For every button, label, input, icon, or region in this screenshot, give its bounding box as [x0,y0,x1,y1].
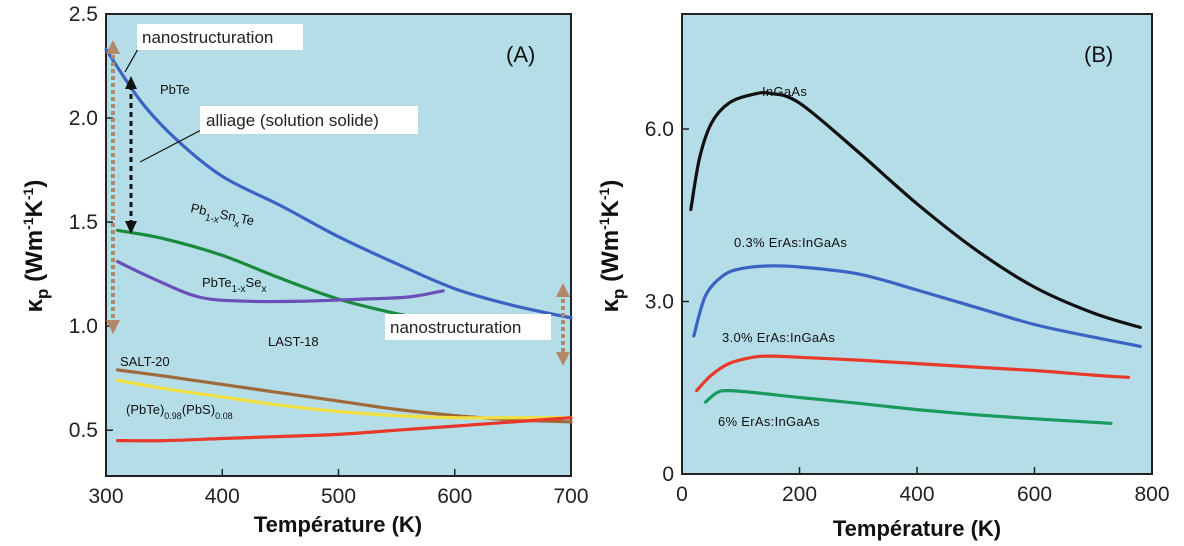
panel-a-y-tick-label: 2.5 [69,3,98,26]
panel-a-series-line-4 [116,378,573,420]
annotation-box [200,106,418,134]
panel-b-x-tick-label: 200 [782,483,817,506]
panel-a-y-tick-label: 1.5 [69,211,98,234]
panel-b-x-tick-label: 0 [676,483,688,506]
label-pbtese-sub1: 1-x [232,284,246,295]
panel-a-series-line-5 [116,416,573,443]
panel-a-y-tick-label: 2.0 [69,107,98,130]
panel-b-x-axis-label: Température (K) [833,516,1001,541]
panel-b-x-tick-label: 600 [1017,483,1052,506]
panel-a-series [104,47,573,443]
label-pbte: PbTe [160,82,190,97]
annotation-box [385,314,551,340]
arrow-head-icon [106,320,120,334]
panel-b-y-tick-label: 0 [662,463,674,486]
panel-b-series-line-3 [703,388,1113,425]
label-pbs-sub2: 0.08 [215,411,233,421]
panel-a-x-tick-label: 400 [205,485,240,508]
label-pbsnte-end: Te [239,211,256,229]
arrow-head-icon [125,76,137,89]
label-6-erras: 6% ErAs:InGaAs [718,414,820,429]
label-pbtese: PbTe1-xSex [202,275,266,295]
panel-a-x-tick-label: 300 [88,485,123,508]
panel-b-x-tick-label: 400 [899,483,934,506]
arrow-head-icon [106,40,120,54]
panel-b-plot-area [681,13,1153,475]
pointer-line [139,127,206,163]
panel-b-series-line-1 [692,264,1142,348]
annotation-box [137,24,303,50]
panel-b-y-tick-label: 3.0 [645,291,674,314]
panel-a-series-line-0 [104,47,573,320]
panel-b-series-line-2 [695,354,1131,393]
panel-a-x-tick-label: 600 [437,485,472,508]
label-pbs-b: (PbS) [182,402,215,417]
panel-a: 300 400 500 600 700 0.5 1.0 1.5 2.0 2.5 nanostruc… [20,3,589,537]
panel-a-series-line-2 [116,260,445,304]
panel-a-series-line-1 [116,228,434,322]
annotation-alliage: alliage (solution solide) [206,111,379,130]
panel-a-annotation-arrows [106,40,570,366]
arrow-head-icon [125,221,137,234]
label-pbsnte: Pb1-xSnxTe [188,200,255,233]
label-pbtepbs: (PbTe)0.98(PbS)0.08 [126,402,233,421]
panel-b-y-axis-label: κp (Wm-1K-1) [596,180,628,313]
label-pbtese-main: PbTe [202,275,232,290]
panel-b-ticks: 0 200 400 600 800 0 3.0 6.0 [645,118,1170,506]
panel-b: 0 200 400 600 800 0 3.0 6.0 InGaAs 0.3% ErAs:In… [596,13,1170,541]
label-salt20: SALT-20 [120,354,170,369]
label-pbsnte-mid: Sn [219,206,238,224]
panel-a-x-axis-label: Température (K) [254,512,422,537]
panel-a-label: (A) [506,42,535,67]
panel-a-x-tick-label: 500 [321,485,356,508]
panel-b-series [689,91,1142,425]
panel-a-y-axis-label: κp (Wm-1K-1) [20,180,52,313]
label-pbs-a: (PbTe) [126,402,164,417]
label-pbsnte-main: Pb [189,200,208,218]
panel-a-ticks: 300 400 500 600 700 0.5 1.0 1.5 2.0 2.5 [69,3,589,508]
label-pbs-sub1: 0.98 [164,411,182,421]
panel-b-label: (B) [1084,42,1113,67]
panel-a-x-tick-label: 700 [553,485,588,508]
annotation-nanostructuration-top: nanostructuration [142,28,273,47]
label-03-erras: 0.3% ErAs:InGaAs [734,235,847,250]
label-30-erras: 3.0% ErAs:InGaAs [722,330,835,345]
arrow-head-icon [556,283,570,297]
panel-b-y-tick-label: 6.0 [645,118,674,141]
label-pbtese-sub2: x [261,284,266,295]
annotation-nanostructuration-right: nanostructuration [390,318,521,337]
label-last18: LAST-18 [268,334,319,349]
label-pbtese-mid: Se [246,275,262,290]
arrow-head-icon [556,352,570,366]
label-ingaas: InGaAs [762,84,807,99]
panel-b-x-tick-label: 800 [1134,483,1169,506]
label-pbsnte-sub1: 1-x [204,212,220,226]
label-pbsnte-sub2: x [233,219,240,231]
panel-a-y-tick-label: 1.0 [69,315,98,338]
panel-a-y-tick-label: 0.5 [69,419,98,442]
panel-b-series-line-0 [689,91,1142,329]
